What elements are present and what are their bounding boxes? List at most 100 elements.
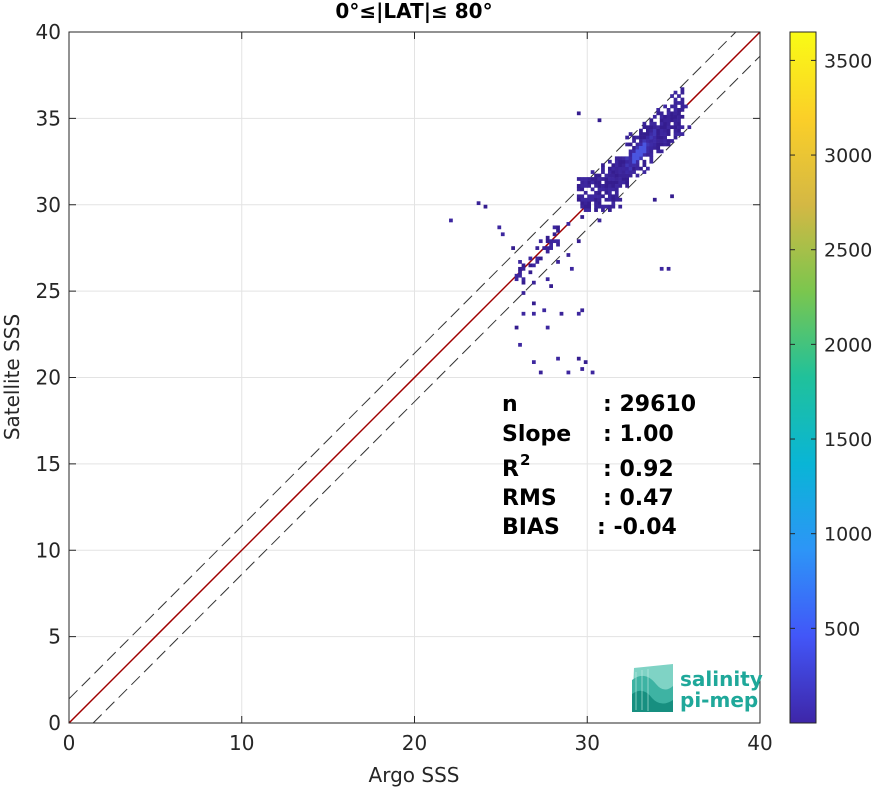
density-cell bbox=[607, 197, 612, 202]
density-cell bbox=[604, 204, 609, 209]
density-cell bbox=[594, 208, 598, 212]
density-cell bbox=[556, 356, 560, 361]
density-cell bbox=[521, 280, 526, 285]
density-cell bbox=[611, 170, 616, 174]
density-cell bbox=[649, 125, 654, 130]
density-cell bbox=[663, 118, 668, 123]
density-cell bbox=[542, 308, 547, 313]
density-cell bbox=[677, 132, 681, 136]
density-cell bbox=[642, 142, 647, 147]
density-cell bbox=[559, 311, 564, 316]
density-cell bbox=[549, 242, 553, 247]
density-cell bbox=[639, 152, 643, 157]
density-cell bbox=[673, 121, 678, 126]
density-cell bbox=[625, 142, 630, 147]
density-cell bbox=[652, 197, 657, 202]
density-cell bbox=[635, 159, 640, 164]
density-cell bbox=[618, 177, 623, 181]
density-cell bbox=[621, 159, 626, 164]
density-cell bbox=[590, 370, 595, 375]
density-cell bbox=[621, 173, 626, 178]
density-cell bbox=[635, 146, 640, 150]
density-cell bbox=[521, 277, 526, 282]
density-cell bbox=[680, 132, 685, 136]
density-cell bbox=[628, 156, 633, 161]
density-cell bbox=[621, 163, 626, 168]
density-cell bbox=[618, 180, 623, 185]
density-cell bbox=[611, 194, 616, 199]
density-cell bbox=[545, 239, 550, 244]
density-cell bbox=[611, 187, 616, 192]
density-cell bbox=[683, 104, 688, 109]
density-cell bbox=[628, 142, 633, 147]
density-cell bbox=[531, 360, 536, 364]
density-cell bbox=[625, 135, 630, 140]
density-cell bbox=[576, 184, 581, 188]
density-cell bbox=[656, 108, 661, 112]
density-cell bbox=[552, 239, 557, 244]
density-cell bbox=[632, 166, 636, 171]
density-cell bbox=[601, 170, 605, 174]
density-cell bbox=[597, 180, 602, 185]
density-cell bbox=[604, 177, 609, 181]
colorbar-tick-label: 3000 bbox=[824, 145, 872, 167]
density-cell bbox=[604, 180, 609, 185]
density-cell bbox=[545, 277, 550, 282]
density-cell bbox=[656, 149, 661, 154]
density-cell bbox=[611, 163, 616, 168]
density-cell bbox=[607, 204, 612, 209]
density-cell bbox=[576, 311, 581, 316]
stat-label-r2: R bbox=[502, 457, 519, 482]
density-cell bbox=[628, 170, 633, 174]
density-cell bbox=[500, 232, 505, 237]
density-cell bbox=[614, 159, 619, 164]
density-cell bbox=[583, 190, 588, 195]
density-cell bbox=[618, 197, 623, 202]
density-cell bbox=[545, 325, 550, 330]
density-cell bbox=[680, 125, 685, 130]
density-cell bbox=[621, 177, 626, 181]
density-cell bbox=[645, 125, 650, 130]
density-cell bbox=[652, 142, 657, 147]
density-cell bbox=[677, 114, 681, 119]
density-cell bbox=[566, 253, 571, 257]
density-cell bbox=[607, 187, 612, 192]
density-cell bbox=[673, 118, 678, 123]
density-cell bbox=[677, 101, 681, 105]
density-cell bbox=[677, 121, 681, 126]
density-cell bbox=[611, 204, 616, 209]
density-cell bbox=[576, 356, 581, 361]
density-cell bbox=[583, 180, 588, 185]
density-cell bbox=[614, 197, 619, 202]
x-tick-label: 0 bbox=[63, 731, 76, 755]
density-cell bbox=[618, 173, 623, 178]
y-tick-label: 15 bbox=[36, 452, 61, 476]
density-cell bbox=[590, 180, 595, 185]
density-cell bbox=[545, 249, 550, 254]
density-cell bbox=[680, 108, 685, 112]
density-cell bbox=[614, 194, 619, 199]
density-cell bbox=[594, 180, 598, 185]
density-cell bbox=[607, 194, 612, 199]
density-cell bbox=[614, 190, 619, 195]
density-cell bbox=[611, 201, 616, 206]
density-cell bbox=[597, 190, 602, 195]
density-cell bbox=[476, 201, 481, 206]
density-cell bbox=[680, 90, 685, 95]
density-cell bbox=[587, 177, 592, 181]
density-cell bbox=[677, 94, 681, 98]
density-cell bbox=[614, 187, 619, 192]
density-cell bbox=[621, 170, 626, 174]
density-cell bbox=[635, 156, 640, 161]
density-cell bbox=[590, 170, 595, 174]
density-cell bbox=[639, 142, 643, 147]
density-cell bbox=[614, 180, 619, 185]
colorbar-tick-label: 1000 bbox=[824, 524, 872, 546]
density-cell bbox=[666, 108, 671, 112]
density-cell bbox=[521, 266, 526, 271]
density-cell bbox=[583, 204, 588, 209]
stat-label-rms: RMS bbox=[502, 486, 557, 511]
density-cell bbox=[614, 156, 619, 161]
density-cell bbox=[673, 97, 678, 102]
density-cell bbox=[583, 184, 588, 188]
